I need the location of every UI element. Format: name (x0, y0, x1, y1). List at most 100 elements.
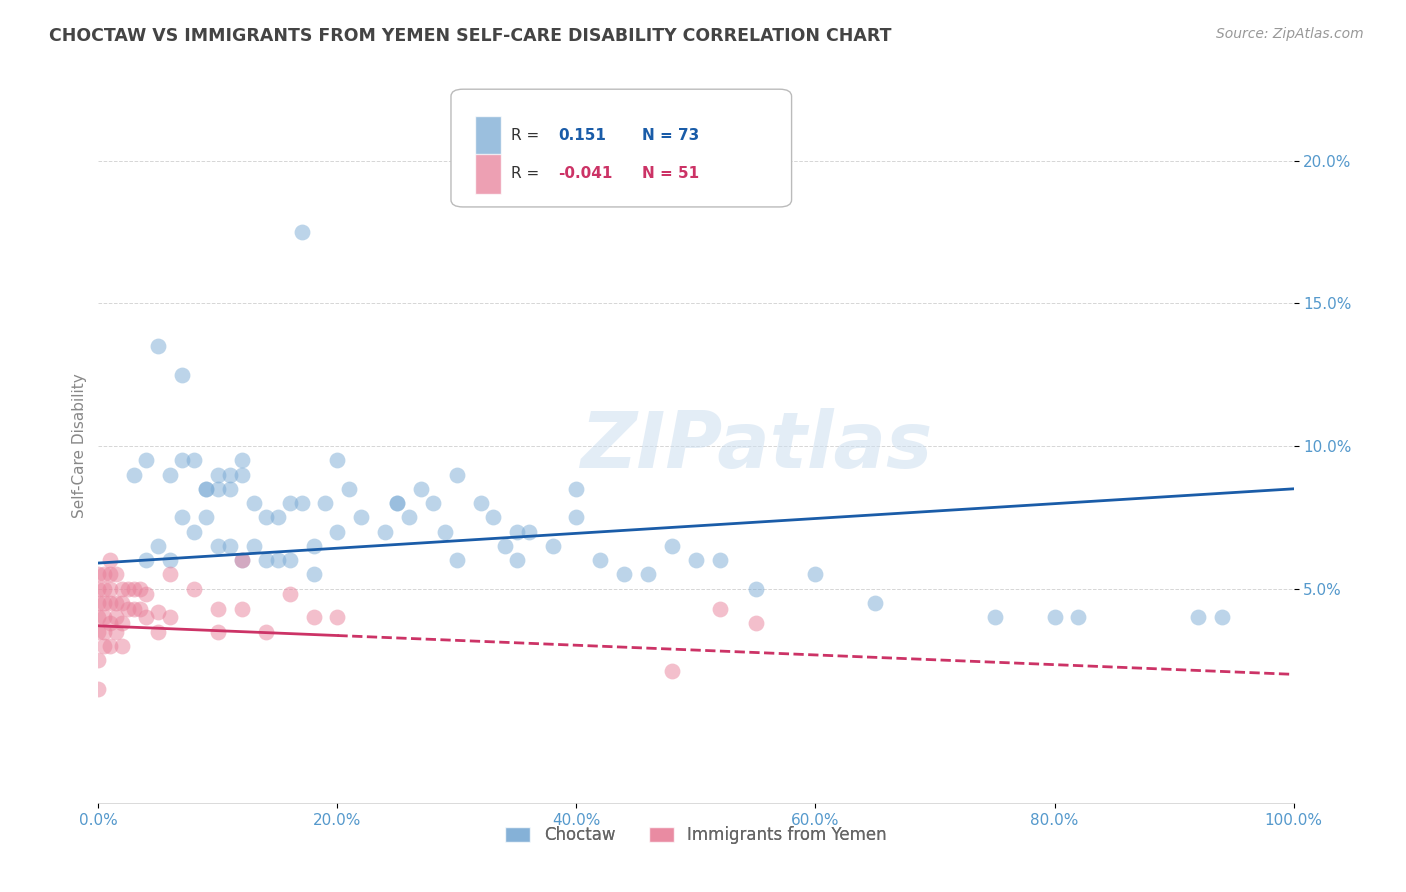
Point (195, 482, 218, 496)
Point (254, 510, 277, 524)
Point (231, 467, 253, 482)
Point (254, 553, 277, 567)
Point (172, 453, 194, 467)
Text: R =: R = (510, 128, 544, 143)
Point (315, 496, 337, 510)
Point (984, 610, 1007, 624)
Point (207, 539, 229, 553)
Point (117, 582, 139, 596)
Point (98, 596, 122, 610)
Point (865, 596, 887, 610)
Point (231, 553, 253, 567)
Point (135, 553, 157, 567)
Point (105, 610, 128, 624)
Point (385, 496, 409, 510)
Point (124, 582, 146, 596)
Point (93, 596, 115, 610)
Point (326, 453, 349, 467)
Point (446, 553, 468, 567)
Point (98, 553, 122, 567)
Point (207, 467, 229, 482)
Point (93, 567, 115, 582)
Point (117, 601, 139, 615)
Point (87, 610, 110, 624)
Point (159, 553, 181, 567)
Point (291, 225, 314, 239)
Point (159, 610, 181, 624)
Point (129, 582, 152, 596)
Point (267, 553, 290, 567)
Point (111, 582, 134, 596)
Point (207, 482, 229, 496)
Point (661, 665, 683, 679)
Point (685, 553, 707, 567)
Point (231, 453, 253, 467)
Point (302, 610, 325, 624)
Point (302, 567, 325, 582)
Point (506, 553, 529, 567)
Point (129, 601, 152, 615)
Point (350, 510, 373, 524)
Point (278, 496, 301, 510)
Point (98, 615, 122, 630)
Point (745, 582, 768, 596)
Point (183, 453, 205, 467)
Legend: Choctaw, Immigrants from Yemen: Choctaw, Immigrants from Yemen (505, 826, 887, 845)
Point (411, 482, 433, 496)
Y-axis label: Self-Care Disability: Self-Care Disability (72, 374, 87, 518)
Point (398, 510, 420, 524)
Point (148, 605, 170, 619)
Point (87, 624, 110, 639)
Point (302, 539, 325, 553)
Point (159, 467, 181, 482)
Point (111, 639, 134, 653)
Point (278, 553, 301, 567)
FancyBboxPatch shape (451, 89, 792, 207)
Point (541, 539, 564, 553)
Point (172, 510, 194, 524)
Text: N = 51: N = 51 (643, 167, 699, 181)
Text: 0.151: 0.151 (558, 128, 606, 143)
Point (506, 524, 529, 539)
Point (98, 582, 122, 596)
Point (267, 510, 290, 524)
Point (87, 681, 110, 696)
Point (219, 539, 242, 553)
Point (1067, 610, 1090, 624)
Point (105, 624, 128, 639)
Point (111, 615, 134, 630)
Text: ZIPatlas: ZIPatlas (579, 408, 932, 484)
Point (87, 596, 110, 610)
FancyBboxPatch shape (475, 154, 501, 194)
Point (148, 339, 170, 353)
Point (219, 482, 242, 496)
Point (172, 368, 194, 382)
Point (231, 553, 253, 567)
Point (745, 615, 768, 630)
Point (374, 524, 396, 539)
Point (804, 567, 827, 582)
Point (446, 467, 468, 482)
Point (124, 467, 146, 482)
Text: R =: R = (510, 167, 544, 181)
Point (87, 567, 110, 582)
Point (148, 624, 170, 639)
Point (93, 582, 115, 596)
Point (148, 539, 170, 553)
Point (278, 587, 301, 601)
Point (135, 587, 157, 601)
Point (339, 482, 361, 496)
Point (565, 482, 588, 496)
Point (93, 639, 115, 653)
Point (105, 567, 128, 582)
Point (87, 653, 110, 667)
Point (183, 582, 205, 596)
Point (481, 510, 505, 524)
Point (565, 510, 588, 524)
Point (87, 582, 110, 596)
Point (195, 510, 218, 524)
Point (1211, 610, 1233, 624)
Point (183, 524, 205, 539)
Point (589, 553, 612, 567)
Point (207, 601, 229, 615)
